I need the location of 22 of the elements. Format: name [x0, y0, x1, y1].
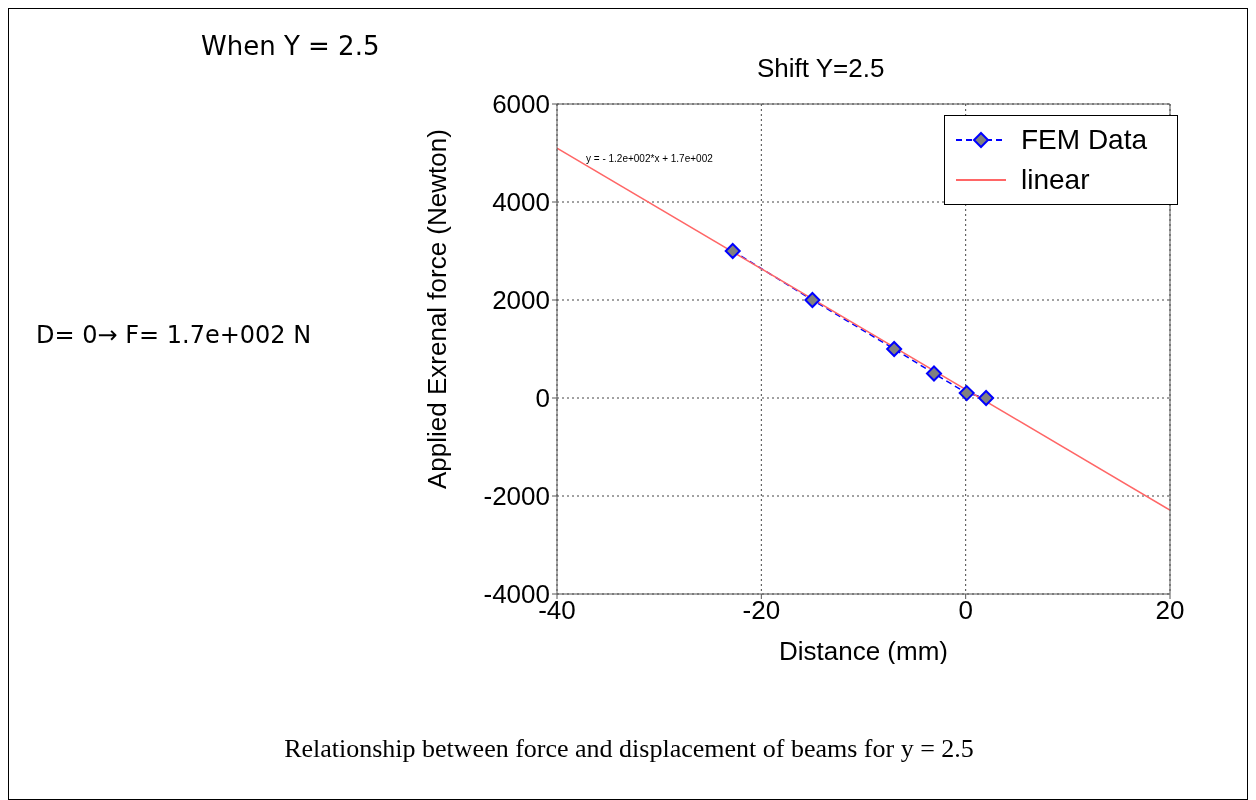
point [724, 243, 741, 259]
x-tick-label: -20 [742, 595, 781, 626]
text: D= 0→ F= 1.7e+002 N [36, 321, 312, 349]
legend-label: linear [1021, 164, 1090, 196]
x-tick-label: 0 [958, 595, 973, 626]
chart-title: Shift Y=2.5 [757, 53, 885, 84]
y-axis-title: Applied Exrenal force (Newton) [422, 129, 453, 489]
point [958, 385, 975, 402]
y-tick-label: -2000 [483, 481, 550, 512]
y-tick-label: 0 [535, 383, 550, 414]
point [886, 341, 903, 357]
point [804, 292, 821, 308]
point [926, 365, 942, 382]
text: Relationship between force and displacement of beams for y = 2.5 [283, 734, 975, 764]
text: When Y = 2.5 [201, 31, 380, 61]
y-tick-label: 2000 [492, 285, 550, 316]
annotation: y = - 1.2e+002*x + 1.7e+002 [586, 153, 713, 164]
point [978, 390, 995, 406]
legend-label: FEM Data [1021, 124, 1148, 156]
y-tick-label: 6000 [492, 89, 550, 120]
x-tick-label: 20 [1155, 595, 1185, 626]
y-tick-label: 4000 [492, 187, 550, 218]
